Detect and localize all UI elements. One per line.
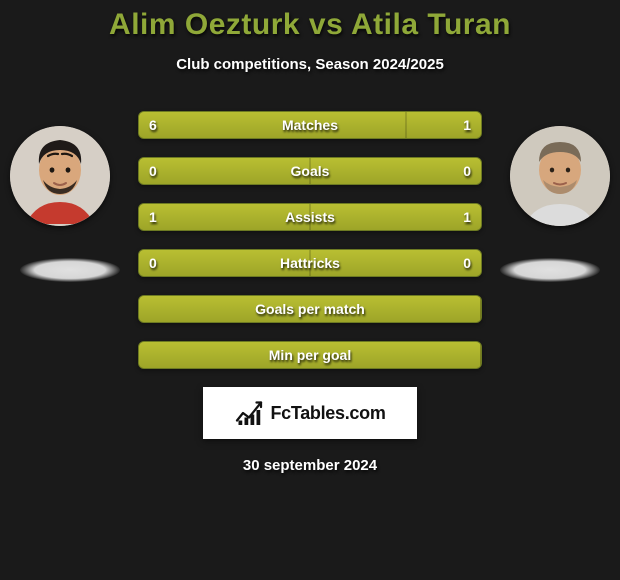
chart-icon [234, 398, 264, 428]
stat-label: Min per goal [139, 342, 481, 368]
stat-label: Assists [139, 204, 481, 230]
player-right-shadow [500, 258, 600, 282]
watermark: FcTables.com [203, 387, 417, 439]
player-right-avatar-wrap [510, 126, 610, 226]
player-left-avatar [10, 126, 110, 226]
stat-label: Hattricks [139, 250, 481, 276]
stat-label: Goals [139, 158, 481, 184]
person-icon [10, 126, 110, 226]
stat-bar: 61Matches [138, 111, 482, 139]
page-title: Alim Oezturk vs Atila Turan [0, 8, 620, 42]
stat-label: Matches [139, 112, 481, 138]
player-right-avatar [510, 126, 610, 226]
stat-bar: 00Goals [138, 157, 482, 185]
stat-bar: 00Hattricks [138, 249, 482, 277]
stat-bar: 11Assists [138, 203, 482, 231]
stat-bar: Min per goal [138, 341, 482, 369]
player-left-shadow [20, 258, 120, 282]
subtitle: Club competitions, Season 2024/2025 [0, 56, 620, 73]
person-icon [510, 126, 610, 226]
stats-bars: 61Matches 00Goals 11Assists 00Hattricks Goal… [138, 111, 482, 369]
player-left-avatar-wrap [10, 126, 110, 226]
stat-label: Goals per match [139, 296, 481, 322]
stat-bar: Goals per match [138, 295, 482, 323]
watermark-text: FcTables.com [270, 403, 385, 424]
date-text: 30 september 2024 [0, 457, 620, 474]
